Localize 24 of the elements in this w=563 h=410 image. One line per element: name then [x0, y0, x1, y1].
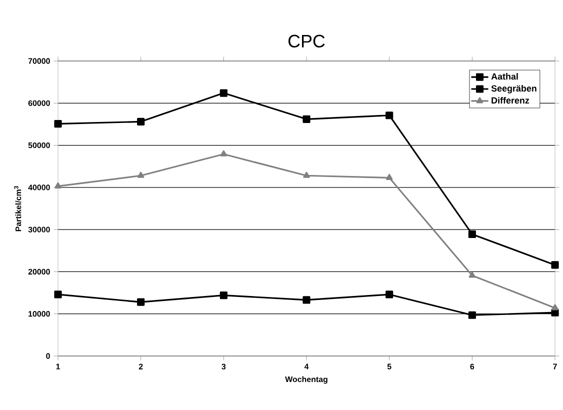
point [54, 120, 62, 128]
point [220, 292, 228, 300]
point [551, 261, 559, 269]
point [468, 272, 476, 278]
point [54, 290, 62, 298]
point [220, 89, 228, 97]
point [54, 182, 62, 188]
point [468, 230, 476, 238]
point [137, 118, 145, 126]
point [137, 172, 144, 178]
point [552, 304, 558, 310]
point [386, 290, 394, 298]
legend-label: Aathal [491, 73, 518, 80]
point [303, 172, 310, 178]
point [220, 150, 228, 156]
point [386, 112, 394, 120]
point [137, 298, 145, 306]
point [302, 115, 310, 123]
legend-label: Differenz [492, 96, 530, 104]
point [468, 311, 476, 319]
point [386, 174, 393, 180]
legend-label: Seegräben [491, 85, 536, 94]
chart-title: CPC [288, 34, 325, 48]
point [302, 296, 310, 304]
